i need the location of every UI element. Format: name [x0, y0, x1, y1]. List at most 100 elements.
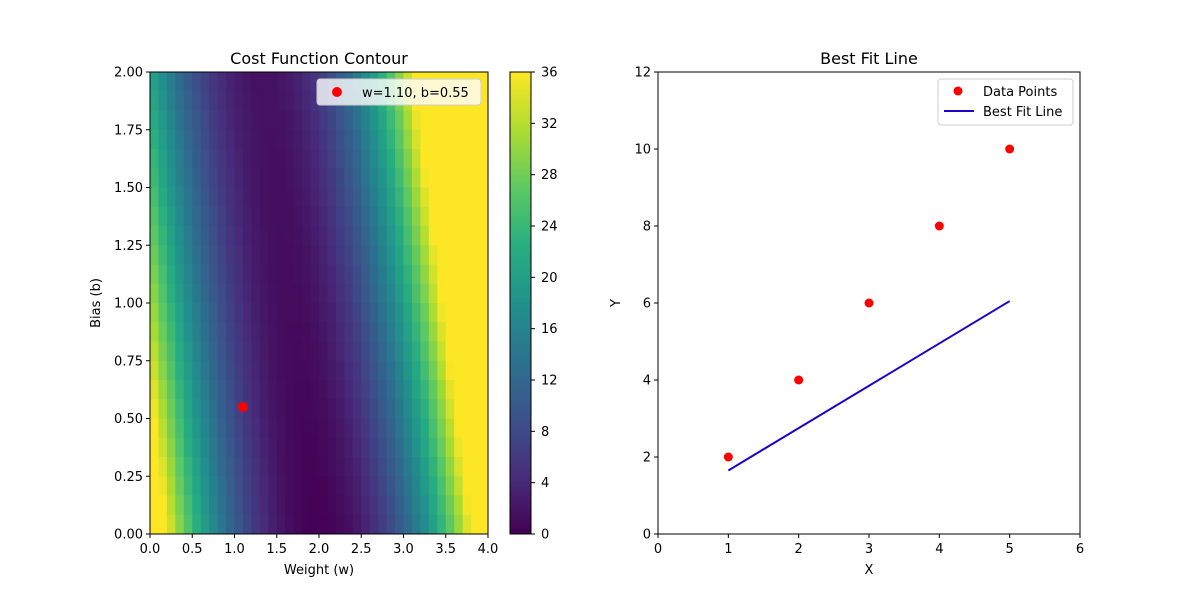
heatmap-cell	[445, 264, 455, 285]
heatmap-cell	[327, 226, 337, 246]
heatmap-cell	[166, 399, 176, 420]
heatmap-cell	[276, 168, 286, 189]
heatmap-cell	[242, 91, 252, 112]
heatmap-cell	[293, 476, 303, 497]
heatmap-cell	[276, 264, 286, 285]
heatmap-cell	[158, 149, 168, 169]
heatmap-cell	[479, 91, 488, 112]
heatmap-cell	[319, 514, 329, 534]
heatmap-cell	[166, 360, 176, 381]
heatmap-cell	[175, 399, 185, 420]
heatmap-cell	[217, 283, 227, 304]
heatmap-cell	[352, 187, 362, 208]
heatmap-cell	[369, 149, 379, 169]
heatmap-cell	[361, 437, 371, 458]
heatmap-cell	[217, 322, 227, 343]
heatmap-cell	[251, 91, 261, 112]
heatmap-cell	[386, 264, 396, 285]
heatmap-cell	[471, 149, 481, 169]
heatmap-cell	[293, 341, 303, 362]
heatmap-cell	[386, 360, 396, 381]
heatmap-cell	[411, 206, 421, 227]
heatmap-cell	[411, 514, 421, 534]
legend-label-data-points: Data Points	[983, 85, 1057, 100]
heatmap-cell	[344, 457, 354, 477]
heatmap-cell	[471, 245, 481, 266]
heatmap-cell	[192, 72, 202, 92]
left-y-axis-label: Bias (b)	[89, 278, 104, 328]
heatmap-cell	[217, 149, 227, 169]
heatmap-cell	[420, 399, 430, 420]
heatmap-cell	[437, 360, 447, 381]
heatmap-cell	[462, 187, 472, 208]
heatmap-cell	[361, 380, 371, 400]
heatmap-cell	[259, 187, 269, 208]
heatmap-cell	[361, 245, 371, 266]
heatmap-cell	[285, 476, 295, 497]
heatmap-cell	[411, 168, 421, 189]
heatmap-cell	[259, 360, 269, 381]
heatmap-cell	[369, 514, 379, 534]
heatmap-cell	[192, 129, 202, 150]
heatmap-cell	[395, 457, 405, 477]
heatmap-cell	[352, 110, 362, 131]
heatmap-cell	[276, 360, 286, 381]
heatmap-cell	[242, 206, 252, 227]
heatmap-cell	[310, 226, 320, 246]
heatmap-cell	[310, 168, 320, 189]
heatmap-cell	[319, 418, 329, 439]
heatmap-cell	[226, 110, 236, 131]
heatmap-cell	[175, 283, 185, 304]
heatmap-cell	[175, 129, 185, 150]
heatmap-cell	[150, 380, 160, 400]
heatmap-cell	[352, 437, 362, 458]
heatmap-cell	[209, 149, 219, 169]
heatmap-cell	[209, 495, 219, 516]
heatmap-cell	[158, 129, 168, 150]
heatmap-cell	[293, 360, 303, 381]
heatmap-cell	[327, 149, 337, 169]
heatmap-cell	[335, 149, 345, 169]
heatmap-cell	[361, 341, 371, 362]
heatmap-cell	[352, 283, 362, 304]
heatmap-cell	[166, 72, 176, 92]
heatmap-cell	[285, 380, 295, 400]
heatmap-cell	[411, 360, 421, 381]
x-tick-label: 4.0	[478, 542, 499, 557]
heatmap-cell	[285, 245, 295, 266]
heatmap-cell	[395, 514, 405, 534]
heatmap-cell	[454, 495, 464, 516]
heatmap-cell	[276, 110, 286, 131]
heatmap-cell	[462, 322, 472, 343]
heatmap-cell	[234, 206, 244, 227]
heatmap-cell	[183, 303, 193, 323]
heatmap-cell	[268, 418, 278, 439]
heatmap-cell	[175, 322, 185, 343]
heatmap-cell	[344, 476, 354, 497]
heatmap-cell	[183, 495, 193, 516]
heatmap-cell	[276, 341, 286, 362]
heatmap-cell	[386, 380, 396, 400]
heatmap-cell	[327, 514, 337, 534]
heatmap-cell	[242, 418, 252, 439]
heatmap-cell	[217, 206, 227, 227]
heatmap-cell	[445, 303, 455, 323]
heatmap-cell	[158, 226, 168, 246]
heatmap-cell	[335, 187, 345, 208]
heatmap-cell	[259, 129, 269, 150]
heatmap-cell	[242, 457, 252, 477]
heatmap-cell	[242, 303, 252, 323]
heatmap-cell	[175, 418, 185, 439]
heatmap-cell	[226, 149, 236, 169]
heatmap-cell	[344, 283, 354, 304]
heatmap-cell	[276, 322, 286, 343]
heatmap-cell	[183, 226, 193, 246]
heatmap-cell	[327, 399, 337, 420]
heatmap-cell	[369, 360, 379, 381]
heatmap-cell	[259, 245, 269, 266]
heatmap-cell	[209, 457, 219, 477]
heatmap-cell	[378, 168, 388, 189]
heatmap-cell	[445, 341, 455, 362]
heatmap-cell	[200, 110, 210, 131]
